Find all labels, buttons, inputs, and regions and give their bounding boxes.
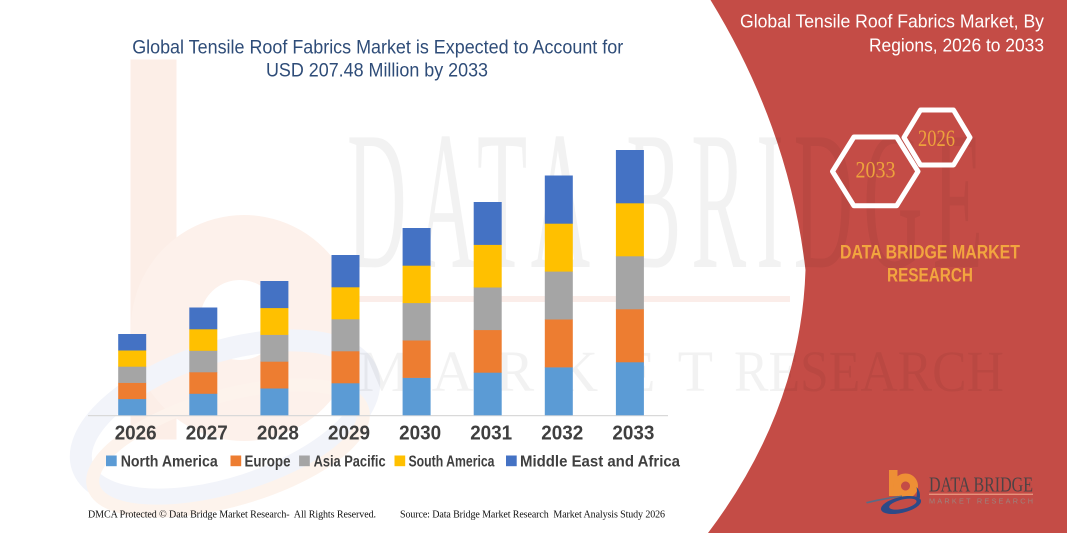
svg-text:2029: 2029 [328, 423, 370, 445]
svg-text:Europe: Europe [245, 454, 291, 471]
svg-text:2033: 2033 [612, 423, 654, 445]
svg-text:2032: 2032 [541, 423, 583, 445]
svg-text:South America: South America [409, 454, 495, 471]
svg-text:2026: 2026 [115, 423, 157, 445]
svg-text:2033: 2033 [856, 158, 896, 183]
svg-text:RESEARCH: RESEARCH [734, 339, 1004, 404]
svg-text:Asia Pacific: Asia Pacific [314, 454, 386, 471]
svg-text:MARKET RESEARCH: MARKET RESEARCH [929, 497, 1033, 506]
svg-text:2030: 2030 [399, 423, 441, 445]
svg-text:2026: 2026 [918, 126, 955, 151]
svg-text:2028: 2028 [257, 423, 299, 445]
svg-text:North America: North America [121, 454, 218, 471]
svg-text:DATA BRIDGE MARKET: DATA BRIDGE MARKET [840, 243, 1020, 264]
svg-text:USD 207.48 Million by 2033: USD 207.48 Million by 2033 [266, 60, 488, 81]
svg-text:DATA BRIDGE: DATA BRIDGE [929, 473, 1033, 497]
svg-text:RESEARCH: RESEARCH [887, 265, 973, 286]
svg-text:DATA BRIDGE: DATA BRIDGE [347, 91, 993, 310]
svg-text:Middle East and Africa: Middle East and Africa [520, 454, 680, 471]
svg-text:2027: 2027 [186, 423, 228, 445]
svg-text:Global Tensile Roof Fabrics Ma: Global Tensile Roof Fabrics Market, By [740, 10, 1045, 31]
svg-text:Global Tensile Roof Fabrics Ma: Global Tensile Roof Fabrics Market is Ex… [132, 37, 624, 58]
svg-text:DMCA Protected © Data Bridge M: DMCA Protected © Data Bridge Market Rese… [88, 510, 376, 521]
svg-text:2031: 2031 [470, 423, 512, 445]
svg-text:Source: Data Bridge Market Res: Source: Data Bridge Market Research Mark… [400, 510, 665, 521]
svg-text:Regions, 2026 to 2033: Regions, 2026 to 2033 [869, 35, 1044, 56]
